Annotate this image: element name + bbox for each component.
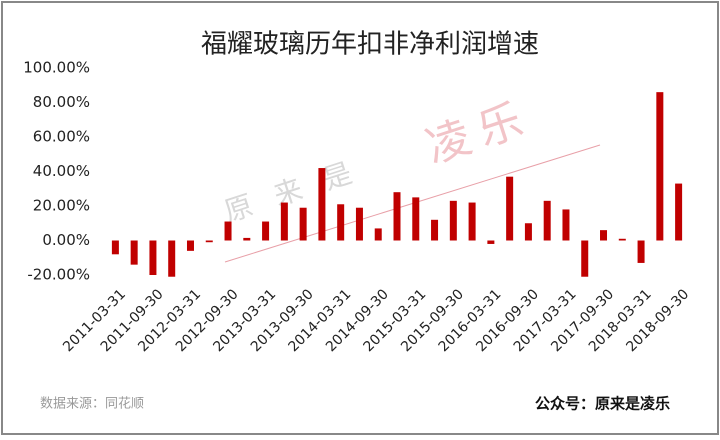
bar	[130, 240, 138, 265]
bar	[506, 176, 514, 241]
bar	[299, 207, 307, 241]
bar	[524, 223, 532, 241]
y-tick-label: 60.00%	[33, 128, 90, 146]
bar	[487, 240, 495, 244]
y-tick-label: -20.00%	[27, 266, 90, 284]
bar	[449, 200, 457, 241]
y-tick-label: 80.00%	[33, 93, 90, 111]
bar	[318, 168, 326, 241]
bar	[562, 209, 570, 241]
bar	[543, 200, 551, 241]
bar	[656, 92, 664, 241]
bar	[205, 240, 213, 243]
chart-title: 福耀玻璃历年扣非净利润增速	[201, 30, 539, 60]
y-tick-label: 100.00%	[23, 59, 90, 77]
bar	[431, 219, 439, 241]
bar	[581, 240, 589, 277]
bar	[243, 237, 251, 241]
bar	[374, 228, 382, 241]
bar	[468, 202, 476, 241]
bar	[412, 197, 420, 241]
bar	[355, 207, 363, 241]
bar	[186, 240, 194, 251]
bar	[600, 230, 608, 241]
bar	[149, 240, 157, 275]
bar	[280, 202, 288, 241]
bar	[168, 240, 176, 277]
bar	[637, 240, 645, 263]
source: 数据来源：同花顺	[40, 396, 144, 412]
bar	[618, 238, 626, 241]
bar	[393, 192, 401, 241]
bar	[337, 204, 345, 241]
y-tick-label: 20.00%	[33, 197, 90, 215]
bar	[675, 183, 683, 241]
y-tick-label: 40.00%	[33, 162, 90, 180]
bar	[224, 221, 232, 241]
account: 公众号：原来是凌乐	[535, 395, 670, 413]
bar	[111, 240, 119, 255]
bar	[262, 221, 270, 241]
y-tick-label: 0.00%	[42, 231, 90, 249]
